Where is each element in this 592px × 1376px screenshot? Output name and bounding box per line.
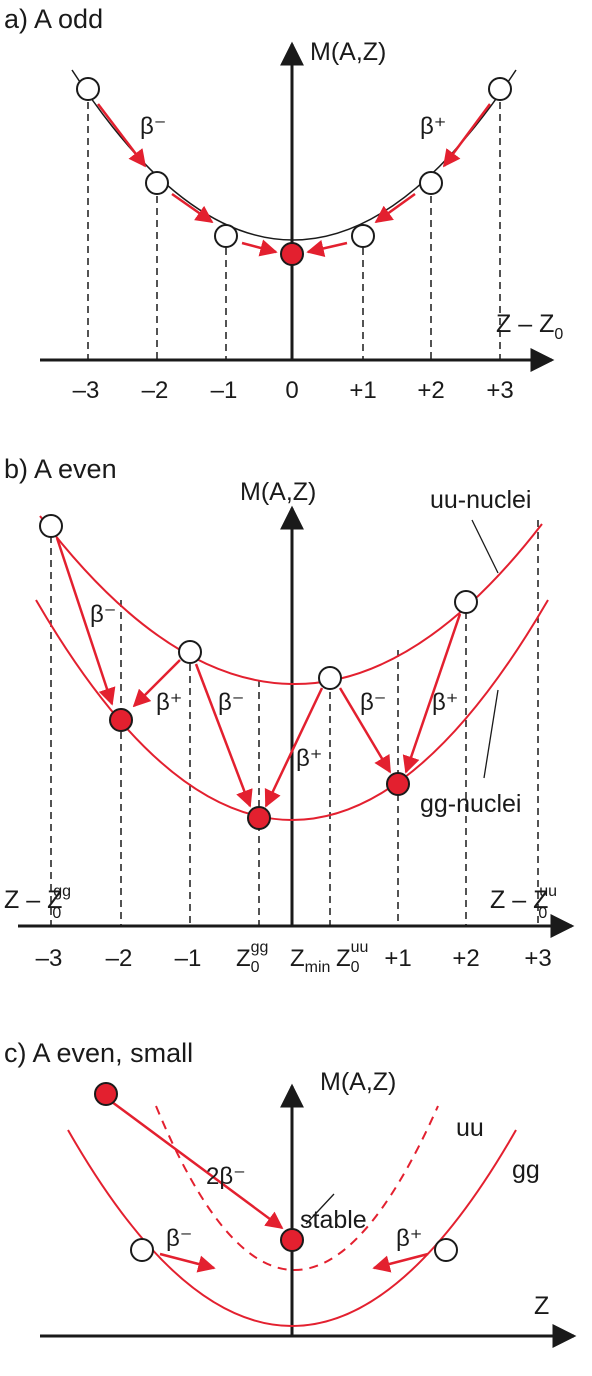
panel-b-tick: –2 (106, 945, 133, 972)
panel-c-beta-plus: β⁺ (396, 1225, 422, 1252)
panel-a-beta-minus: β⁻ (140, 113, 166, 140)
panel-a-arrow-5 (374, 192, 416, 224)
panel-b-left-axis-label: Z – Z0gg (4, 883, 71, 922)
panel-b-tick: –1 (175, 945, 202, 972)
panel-a-heading: a) A odd (4, 4, 103, 34)
panel-a-arrow-6 (306, 239, 348, 257)
panel-a-tick: –1 (211, 377, 238, 404)
panel-a-tick: –2 (142, 377, 169, 404)
panel-a-stable-nucleus (280, 242, 304, 266)
panel-a-arrow-2 (171, 192, 214, 224)
panel-a: a) A odd M(A,Z) Z – Z0 (4, 4, 563, 404)
panel-b-arrow-3 (194, 663, 253, 808)
panel-a-decay-arrows (97, 103, 492, 257)
panel-b-zmin-label: Zmin (290, 945, 330, 976)
panel-b-right-axis-label: Z – Z0uu (490, 883, 557, 922)
panel-b-arrow-4 (264, 687, 324, 808)
panel-a-tick: +3 (486, 377, 513, 404)
panel-b-beta-plus: β⁺ (432, 689, 458, 716)
panel-b-beta-plus: β⁺ (296, 745, 322, 772)
panel-b-ticks: –3 –2 –1 +1 +2 +3 (36, 945, 552, 972)
panel-b-uu-label: uu-nuclei (430, 486, 531, 514)
panel-c-nucleus (434, 1238, 458, 1262)
panel-c-gg-label: gg (512, 1156, 540, 1184)
panel-b-z0gg-label: Z0gg (236, 939, 268, 976)
panel-a-arrow-1 (97, 103, 147, 168)
panel-b-beta-minus: β⁻ (218, 689, 244, 716)
panel-a-y-axis-label: M(A,Z) (310, 38, 386, 66)
panel-a-nucleus (351, 224, 375, 248)
panel-b-arrow-1 (55, 537, 116, 706)
panel-a-nucleus (419, 171, 443, 195)
panel-b: b) A even M(A,Z) uu-nuclei gg-nuclei (4, 454, 575, 976)
panel-a-tick: +2 (417, 377, 444, 404)
panel-a-tick: 0 (285, 377, 298, 404)
panel-b-beta-minus: β⁻ (90, 601, 116, 628)
panel-c-arrow-left (159, 1252, 216, 1273)
panel-c-nucleus (130, 1238, 154, 1262)
panel-c-heading: c) A even, small (4, 1038, 193, 1068)
panel-c-stable-nucleus (280, 1228, 304, 1252)
panel-b-arrow-5 (338, 687, 392, 774)
panel-c-uu-label: uu (456, 1114, 484, 1142)
panel-b-uu-leader (471, 519, 499, 574)
panel-b-decay-arrows (55, 537, 462, 808)
panel-a-nucleus (214, 224, 238, 248)
panel-b-beta-minus: β⁻ (360, 689, 386, 716)
panel-a-nucleus (488, 77, 512, 101)
panel-a-tick: –3 (73, 377, 100, 404)
panel-b-gg-leader (483, 689, 499, 779)
panel-b-heading: b) A even (4, 454, 117, 484)
panel-b-arrow-6 (402, 613, 462, 774)
panel-b-gg-nucleus (109, 708, 133, 732)
panel-b-nucleus (454, 590, 478, 614)
panel-b-nucleus (318, 666, 342, 690)
panel-a-ticks: –3 –2 –1 0 +1 +2 +3 (73, 377, 514, 404)
panel-a-nucleus (76, 77, 100, 101)
panel-c-y-axis-label: M(A,Z) (320, 1068, 396, 1096)
panel-b-tick: +2 (452, 945, 479, 972)
panel-a-beta-plus: β⁺ (420, 113, 446, 140)
panel-c-gg-curve (67, 1129, 517, 1327)
panel-b-beta-plus: β⁺ (156, 689, 182, 716)
panel-c-double-beta-arrow (111, 1100, 284, 1230)
panel-c-double-beta-label: 2β⁻ (206, 1163, 246, 1190)
panel-b-gg-label: gg-nuclei (420, 790, 521, 818)
panel-b-gg-nucleus (386, 772, 410, 796)
panel-b-y-axis-label: M(A,Z) (240, 478, 316, 506)
panel-b-tick: –3 (36, 945, 63, 972)
panel-c-arrow-right (372, 1252, 429, 1273)
panel-c-nuclei (94, 1082, 458, 1262)
panel-b-nuclei (39, 514, 478, 830)
panel-b-nucleus (39, 514, 63, 538)
panel-a-nuclei (76, 77, 512, 266)
panel-a-nucleus (145, 171, 169, 195)
panel-c-uu-curve (155, 1105, 439, 1271)
panel-a-parabola (71, 69, 517, 241)
panel-b-gg-curve (35, 599, 549, 821)
panel-b-nucleus (178, 640, 202, 664)
panel-c-stable-leader (305, 1193, 335, 1225)
panel-a-arrow-4 (442, 103, 492, 168)
panel-b-tick: +1 (384, 945, 411, 972)
panel-a-guides (87, 90, 501, 360)
panel-a-x-axis-label: Z – Z0 (496, 310, 563, 343)
panel-b-z0uu-label: Z0uu (336, 939, 368, 976)
panel-c-gg-nucleus (94, 1082, 118, 1106)
panel-c: c) A even, small M(A,Z) Z uu gg 2β⁻ stab… (4, 1038, 577, 1348)
panel-a-tick: +1 (349, 377, 376, 404)
panel-b-gg-nucleus (247, 806, 271, 830)
panel-c-decay-arrows (111, 1100, 429, 1273)
panel-c-beta-minus: β⁻ (166, 1225, 192, 1252)
panel-b-arrow-2 (132, 659, 181, 708)
panel-c-x-axis-label: Z (534, 1292, 549, 1320)
panel-c-stable-label: stable (300, 1206, 367, 1234)
panel-b-tick: +3 (524, 945, 551, 972)
panel-a-arrow-3 (241, 239, 278, 257)
